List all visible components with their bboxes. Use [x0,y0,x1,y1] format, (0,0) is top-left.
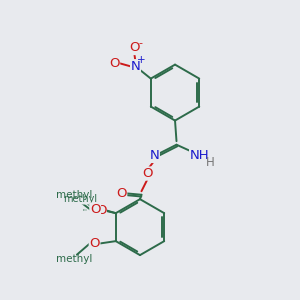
Text: N: N [130,60,140,73]
Text: O: O [143,167,153,180]
Text: NH: NH [190,148,209,161]
Text: O: O [96,204,106,217]
Text: O: O [129,41,139,55]
Text: O: O [116,187,127,200]
Text: methyl: methyl [56,190,92,200]
Text: O: O [90,203,101,216]
Text: methyl: methyl [56,254,92,264]
Text: O: O [109,57,119,70]
Text: +: + [136,55,145,65]
Text: N: N [149,149,159,162]
Text: O: O [89,237,100,250]
Text: -: - [139,39,142,49]
Text: methyl: methyl [83,210,88,211]
Text: H: H [206,156,214,169]
Text: methyl: methyl [63,194,97,204]
Text: methyl: methyl [80,196,85,198]
Text: methyl: methyl [83,208,88,210]
